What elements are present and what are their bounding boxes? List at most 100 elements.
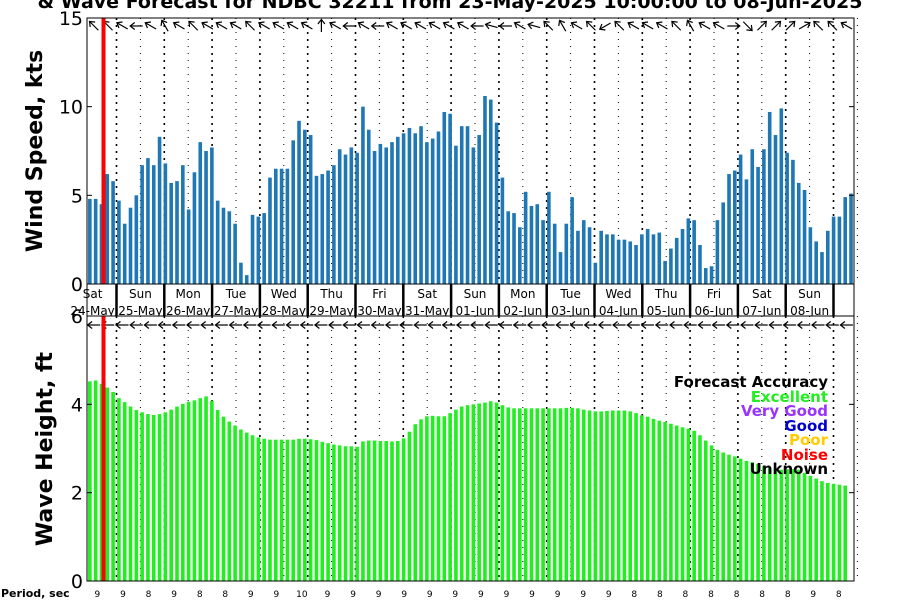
direction-arrow-icon — [116, 21, 128, 30]
wave-bar — [750, 462, 755, 581]
wind-bar — [105, 174, 110, 284]
wind-bar — [169, 182, 173, 284]
period-value: 9 — [452, 590, 458, 600]
direction-arrow-icon — [172, 21, 185, 30]
direction-arrow-icon — [228, 321, 243, 329]
wave-bar — [88, 381, 92, 581]
wave-bar — [366, 440, 371, 581]
wave-bar — [157, 414, 162, 581]
wind-bar — [686, 218, 691, 284]
day-name-label: Tue — [225, 287, 247, 301]
direction-arrow-icon — [825, 321, 839, 329]
direction-arrow-icon — [742, 21, 753, 32]
direction-arrow-icon — [686, 19, 695, 32]
direction-arrow-icon — [513, 21, 526, 30]
direction-arrow-icon — [441, 321, 456, 329]
wind-bar — [669, 248, 673, 284]
wind-bar — [454, 145, 458, 284]
direction-arrow-icon — [229, 21, 242, 30]
wave-bar — [645, 416, 650, 581]
wind-bar — [134, 195, 139, 284]
direction-arrow-icon — [484, 321, 498, 329]
wave-bar — [111, 391, 115, 581]
wave-bar — [256, 437, 261, 581]
wave-bar — [581, 409, 586, 581]
wave-bar — [558, 408, 563, 581]
wave-bar — [99, 384, 104, 581]
wind-bar — [651, 234, 656, 284]
wind-bar — [785, 152, 789, 284]
wave-bar — [500, 405, 505, 581]
day-strip-frame — [86, 283, 855, 317]
wave-bar — [332, 444, 336, 581]
wind-bar — [366, 129, 371, 284]
direction-arrow-icon — [698, 21, 711, 30]
wave-bar — [314, 440, 319, 581]
wave-bar — [785, 469, 789, 581]
wind-bar — [773, 135, 778, 284]
direction-arrow-icon — [86, 321, 101, 329]
wind-bar — [552, 223, 557, 284]
wind-bar — [762, 149, 766, 284]
wind-bar — [337, 149, 342, 284]
day-name-label: Mon — [510, 287, 535, 301]
day-name-label: Fri — [372, 287, 386, 301]
period-value: 8 — [836, 590, 842, 600]
wave-bar — [552, 408, 557, 581]
wave-bar — [337, 445, 342, 581]
day-date-label: 24-May — [70, 304, 114, 318]
period-value: 8 — [197, 590, 203, 600]
day-date-label: 26-May — [166, 304, 210, 318]
wave-bar — [802, 472, 807, 581]
wave-bar — [471, 404, 476, 581]
wave-bar — [181, 403, 185, 581]
wind-bar — [494, 122, 499, 284]
wind-bar — [715, 220, 720, 284]
wind-bar — [215, 200, 220, 284]
wind-bar — [407, 127, 412, 284]
wind-bar — [808, 227, 813, 284]
wind-bar — [396, 136, 400, 284]
day-label-strip: Sat 24-May Sun 25-May Mon 26-May Tue 27-May Wed 2… — [70, 283, 855, 318]
wind-bar — [361, 106, 365, 284]
wave-bar — [303, 438, 307, 581]
direction-arrow-icon — [583, 321, 598, 329]
wind-bar — [738, 154, 743, 284]
wind-bar — [413, 133, 418, 284]
direction-arrow-icon — [414, 21, 427, 30]
wave-bar — [273, 439, 278, 581]
forecast-accuracy-legend: Forecast Accuracy Excellent Very Good Go… — [674, 375, 828, 477]
wave-bar — [715, 449, 720, 581]
day-name-label: Mon — [176, 287, 201, 301]
wind-bar — [628, 241, 633, 284]
direction-arrow-icon — [88, 20, 99, 31]
wave-bar — [308, 439, 313, 582]
wind-bar — [616, 239, 621, 284]
period-value: 9 — [248, 590, 254, 600]
wind-bar — [250, 214, 255, 284]
wind-bar — [326, 170, 330, 284]
wave-bar — [831, 483, 836, 581]
direction-arrow-icon — [286, 21, 299, 30]
wave-bar — [698, 435, 702, 581]
direction-arrow-icon — [654, 321, 669, 329]
direction-arrow-icon — [796, 321, 811, 329]
wave-bar — [605, 410, 609, 581]
wave-bar — [529, 408, 534, 581]
wind-y-tick-label: 10 — [59, 97, 83, 119]
wind-bar — [175, 181, 179, 284]
legend-good: Good — [784, 416, 828, 435]
wave-bar — [419, 419, 423, 581]
wind-bar — [634, 244, 638, 284]
wind-y-axis-label: Wind Speed, kts — [23, 50, 48, 252]
direction-arrow-icon — [329, 21, 342, 30]
wind-bar — [576, 230, 580, 284]
wave-bar — [657, 420, 662, 581]
wave-bar — [547, 408, 551, 581]
direction-arrow-icon — [512, 321, 527, 329]
direction-arrow-icon — [798, 21, 811, 30]
direction-arrow-icon — [442, 21, 455, 30]
day-name-label: Thu — [654, 287, 678, 301]
wind-bar — [477, 135, 481, 284]
